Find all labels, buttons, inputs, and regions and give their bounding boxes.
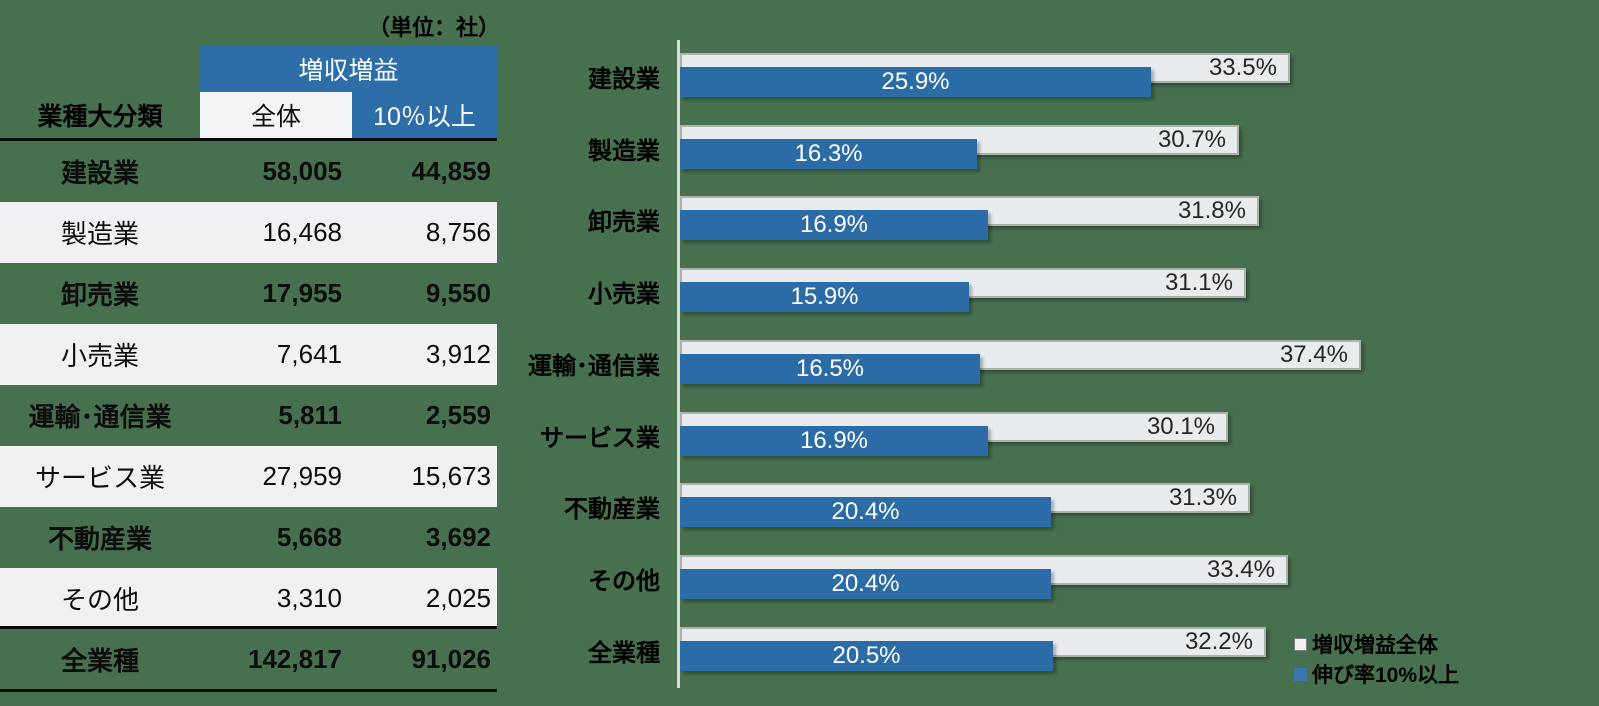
bar-overall-value: 31.3% (1168, 484, 1237, 511)
category-label: 製造業 (588, 137, 660, 165)
chart-band: サービス業 30.1% 16.9% (0, 399, 1599, 471)
row-over10-value: 9,550 (425, 278, 491, 308)
table-row: 卸売業 17,955 9,550 (0, 263, 497, 324)
category-label: サービス業 (540, 424, 660, 452)
table-header-total: 全体 (200, 92, 352, 138)
table-bottom-rule (0, 689, 497, 692)
row-label: 製造業 (60, 219, 139, 249)
row-total-value: 142,817 (248, 644, 342, 674)
bar-growth-value: 15.9% (790, 283, 859, 310)
row-label: 全業種 (60, 646, 139, 676)
chart-band: 建設業 33.5% 25.9% (0, 40, 1599, 112)
row-label: 卸売業 (60, 280, 139, 310)
bar-growth: 25.9% (680, 67, 1151, 97)
bar-growth: 20.5% (680, 641, 1053, 671)
row-over10-value: 2,025 (425, 583, 491, 613)
chart-axis-line (677, 40, 680, 688)
bar-overall-value: 33.5% (1208, 54, 1277, 81)
chart-band: 卸売業 31.8% 16.9% (0, 183, 1599, 255)
row-over10-value: 8,756 (425, 217, 491, 247)
table-row: 建設業 58,005 44,859 (0, 141, 497, 202)
bar-overall-value: 30.7% (1157, 126, 1226, 153)
bar-growth: 20.4% (680, 497, 1051, 527)
bar-growth-value: 20.5% (832, 642, 901, 669)
bar-overall-value: 37.4% (1279, 341, 1348, 368)
bar-overall-value: 31.8% (1177, 197, 1246, 224)
row-label: その他 (60, 585, 139, 615)
bar-overall-value: 30.1% (1146, 413, 1215, 440)
unit-label: （単位：社） (367, 15, 500, 40)
table-header-category: 業種大分類 (37, 103, 163, 131)
bar-growth: 16.3% (680, 139, 977, 169)
bar-growth-value: 16.3% (794, 140, 863, 167)
category-label: 全業種 (588, 639, 660, 667)
legend-item-growth: 伸び率10%以上 (1294, 659, 1459, 689)
row-over10-value: 91,026 (411, 644, 491, 674)
bar-growth-value: 20.4% (831, 570, 900, 597)
table-row: 運輸･通信業 5,811 2,559 (0, 385, 497, 446)
row-total-value: 5,811 (278, 400, 342, 430)
category-label: 運輸･通信業 (528, 352, 660, 380)
bar-growth: 20.4% (680, 569, 1051, 599)
category-label: その他 (588, 567, 660, 595)
table-row: 小売業 7,641 3,912 (0, 324, 497, 385)
row-label: 運輸･通信業 (28, 402, 172, 432)
table-row: 不動産業 5,668 3,692 (0, 507, 497, 568)
table-row: 製造業 16,468 8,756 (0, 202, 497, 263)
legend-item-overall: 増収増益全体 (1294, 629, 1459, 659)
bar-growth-value: 16.9% (799, 427, 869, 454)
category-label: 不動産業 (564, 495, 660, 523)
row-total-value: 58,005 (262, 156, 342, 186)
bar-growth: 16.5% (680, 354, 980, 384)
table-header-over10: 10％以上 (352, 92, 497, 138)
row-total-value: 17,955 (262, 278, 342, 308)
table-header-group: 増収増益 (200, 46, 497, 92)
row-total-value: 27,959 (262, 461, 342, 491)
bar-growth-value: 25.9% (881, 68, 950, 95)
legend-label: 伸び率10%以上 (1312, 664, 1460, 687)
chart-band: 製造業 30.7% 16.3% (0, 112, 1599, 184)
chart-band: 小売業 31.1% 15.9% (0, 255, 1599, 327)
row-label: 不動産業 (47, 524, 152, 554)
chart-band: 不動産業 31.3% 20.4% (0, 470, 1599, 542)
row-over10-value: 3,912 (425, 339, 491, 369)
chart-band: その他 33.4% 20.4% (0, 542, 1599, 614)
table-row-total: 全業種 142,817 91,026 (0, 629, 497, 690)
chart-band: 運輸･通信業 37.4% 16.5% (0, 327, 1599, 399)
category-label: 卸売業 (588, 208, 660, 236)
category-label: 建設業 (588, 65, 660, 93)
bar-growth: 15.9% (680, 282, 969, 312)
table-row: その他 3,310 2,025 (0, 568, 497, 629)
row-over10-value: 15,673 (411, 461, 491, 491)
row-total-value: 3,310 (276, 583, 342, 613)
row-over10-value: 3,692 (425, 522, 491, 552)
row-label: 小売業 (60, 341, 139, 371)
bar-growth-value: 16.9% (799, 211, 869, 238)
row-over10-value: 44,859 (411, 156, 491, 186)
row-label: 建設業 (60, 158, 139, 188)
category-label: 小売業 (588, 280, 660, 308)
row-over10-value: 2,559 (425, 400, 491, 430)
industry-table: 建設業 58,005 44,859 製造業 16,468 8,756 卸売業 1… (0, 141, 497, 690)
bar-overall-value: 32.2% (1184, 628, 1253, 655)
bar-overall-value: 31.1% (1164, 269, 1233, 296)
bar-growth: 16.9% (680, 426, 988, 456)
row-total-value: 5,668 (276, 522, 342, 552)
bar-growth-value: 20.4% (831, 498, 900, 525)
chart-band: 全業種 32.2% 20.5% (0, 614, 1599, 686)
legend-swatch-growth-icon (1294, 667, 1307, 681)
legend-label: 増収増益全体 (1312, 634, 1438, 657)
bar-growth-value: 16.5% (795, 355, 865, 382)
table-row: サービス業 27,959 15,673 (0, 446, 497, 507)
row-label: サービス業 (34, 463, 165, 493)
chart-legend: 増収増益全体 伸び率10%以上 (1294, 629, 1459, 689)
table-top-rule (0, 138, 497, 141)
row-total-value: 16,468 (262, 217, 342, 247)
table-total-rule (0, 626, 497, 629)
legend-swatch-overall-icon (1294, 637, 1307, 651)
bar-overall-value: 33.4% (1206, 556, 1275, 583)
row-total-value: 7,641 (276, 339, 342, 369)
bar-growth: 16.9% (680, 210, 988, 240)
